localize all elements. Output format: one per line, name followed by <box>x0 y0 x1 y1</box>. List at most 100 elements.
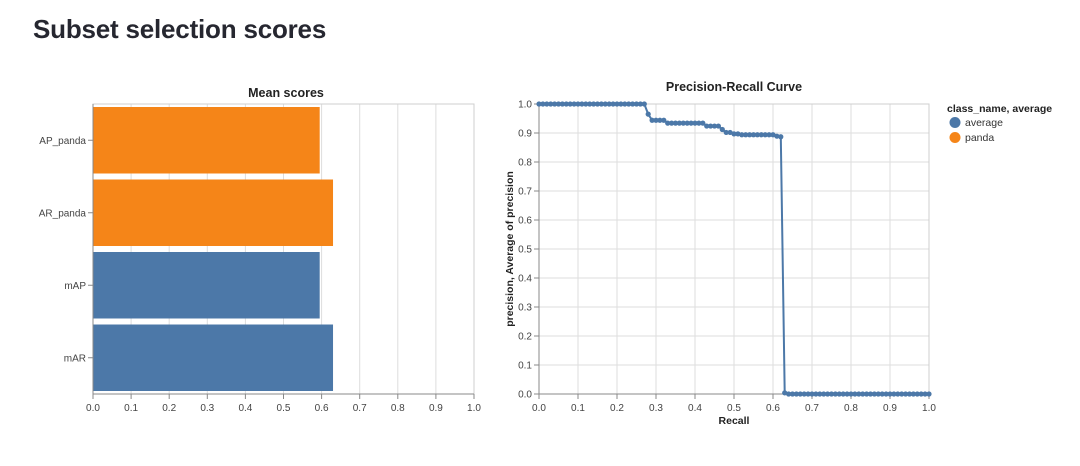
pr-point <box>801 391 807 397</box>
pr-y-tick-label: 0.5 <box>518 245 532 256</box>
pr-point <box>895 391 901 397</box>
pr-point <box>641 101 647 107</box>
pr-point <box>614 101 620 107</box>
pr-point <box>770 132 776 138</box>
pr-point <box>809 391 815 397</box>
pr-point <box>680 120 686 126</box>
pr-y-tick-label: 0.4 <box>518 274 532 285</box>
pr-chart-title: Precision-Recall Curve <box>666 80 802 94</box>
bar-chart-title: Mean scores <box>248 86 324 100</box>
bar-x-tick-label: 0.9 <box>429 403 443 414</box>
pr-point <box>906 391 913 397</box>
pr-point <box>805 391 811 397</box>
pr-point <box>821 391 827 397</box>
pr-point <box>891 391 897 397</box>
pr-point <box>704 123 710 129</box>
legend-label-average: average <box>965 117 1003 129</box>
pr-point <box>696 120 702 126</box>
pr-point <box>836 391 842 397</box>
pr-point <box>743 132 749 138</box>
pr-point <box>692 120 698 126</box>
bar-ap-panda <box>93 107 320 174</box>
pr-point <box>918 391 924 397</box>
pr-point <box>750 132 757 138</box>
pr-x-tick-label: 0.4 <box>688 403 702 414</box>
pr-point <box>871 391 878 397</box>
pr-series-points-average <box>536 101 932 397</box>
page-title: Subset selection scores <box>33 14 327 44</box>
pr-x-tick-label: 0.9 <box>883 403 897 414</box>
pr-point <box>649 117 655 123</box>
pr-point <box>786 391 792 397</box>
pr-point <box>766 132 772 138</box>
pr-point <box>559 101 566 107</box>
pr-x-tick-label: 0.2 <box>610 403 624 414</box>
bar-x-tick-label: 0.2 <box>162 403 176 414</box>
pr-point <box>567 101 573 107</box>
pr-point <box>797 391 803 397</box>
pr-point <box>735 131 741 137</box>
pr-point <box>618 101 624 107</box>
bar-y-tick-label: mAR <box>64 353 86 364</box>
pr-y-tick-label: 0.9 <box>518 129 532 140</box>
bar-x-tick-label: 1.0 <box>467 403 481 414</box>
pr-point <box>723 129 729 136</box>
pr-point <box>626 101 632 107</box>
bar-chart-x-ticks: 0.0 0.1 0.2 0.3 0.4 0.5 0.6 0.7 0.8 0.9 1.0 <box>86 394 481 414</box>
pr-point <box>731 131 737 137</box>
pr-y-tick-label: 0.1 <box>518 361 532 372</box>
pr-point <box>540 101 546 107</box>
pr-point <box>633 101 640 107</box>
pr-point <box>825 391 831 397</box>
pr-point <box>828 391 835 397</box>
pr-y-tick-label: 0.3 <box>518 303 532 314</box>
pr-point <box>762 132 768 138</box>
bar-ar-panda <box>93 179 334 246</box>
pr-point <box>552 101 558 107</box>
bar-y-tick-label: mAP <box>64 281 86 292</box>
pr-point <box>665 120 671 126</box>
bar-mar <box>93 324 334 391</box>
pr-point <box>922 391 928 397</box>
bar-map <box>93 252 320 319</box>
pr-point <box>860 391 866 397</box>
pr-x-tick-label: 0.0 <box>532 403 546 414</box>
pr-point <box>657 117 663 123</box>
pr-point <box>899 391 905 397</box>
pr-legend: class_name, average average panda <box>947 103 1052 144</box>
pr-point <box>637 101 644 107</box>
pr-point <box>544 101 550 107</box>
pr-point <box>700 120 706 126</box>
pr-point <box>758 132 764 138</box>
pr-x-tick-label: 0.8 <box>844 403 858 414</box>
bar-x-tick-label: 0.0 <box>86 403 100 414</box>
pr-point <box>844 391 850 397</box>
pr-point <box>778 134 784 140</box>
pr-point <box>645 111 651 117</box>
pr-point <box>591 101 597 107</box>
bar-x-tick-label: 0.4 <box>238 403 252 414</box>
pr-point <box>708 123 714 129</box>
pr-point <box>653 117 659 123</box>
legend-swatch-panda <box>949 132 961 143</box>
pr-point <box>832 391 839 397</box>
bar-y-tick-label: AP_panda <box>39 136 86 147</box>
pr-point <box>719 126 725 133</box>
pr-y-tick-label: 0.6 <box>518 216 532 227</box>
pr-y-tick-label: 1.0 <box>518 100 532 111</box>
bar-x-tick-label: 0.5 <box>277 403 291 414</box>
pr-point <box>548 101 554 107</box>
bar-x-tick-label: 0.1 <box>124 403 138 414</box>
pr-point <box>848 391 854 397</box>
pr-chart-y-ticks: 0.0 0.1 0.2 0.3 0.4 0.5 0.6 0.7 0.8 0.9 1.0 <box>518 100 539 401</box>
bar-x-tick-label: 0.3 <box>200 403 214 414</box>
pr-point <box>555 101 562 107</box>
pr-point <box>879 391 885 397</box>
pr-x-tick-label: 1.0 <box>922 403 936 414</box>
pr-curve-chart: Precision-Recall Curve 0.0 0.1 0.2 0.3 0.4 0.… <box>504 80 936 427</box>
pr-point <box>622 101 628 107</box>
pr-point <box>602 101 608 107</box>
pr-point <box>774 133 780 139</box>
pr-y-tick-label: 0.2 <box>518 332 532 343</box>
pr-point <box>910 391 917 397</box>
